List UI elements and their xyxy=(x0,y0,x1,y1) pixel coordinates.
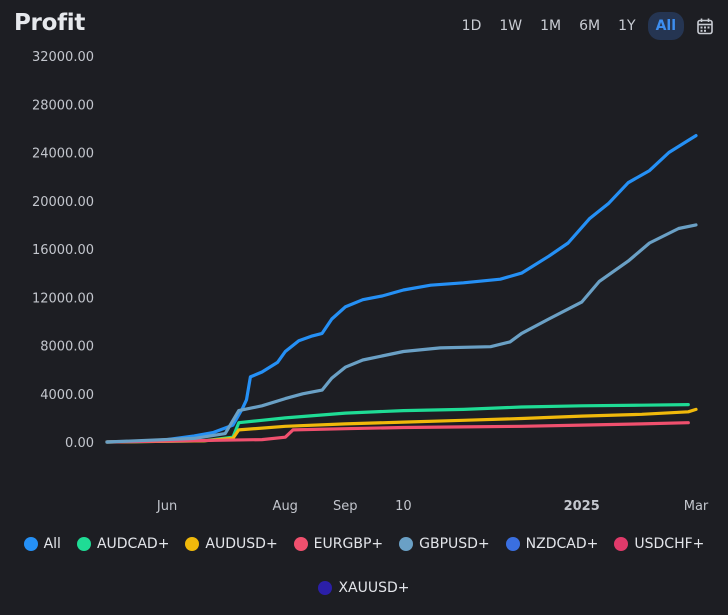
chart-legend: All AUDCAD+ AUDUSD+ EURGBP+ GBPUSD+ NZDCAD+ US… xyxy=(0,536,728,596)
y-tick-label: 16000.00 xyxy=(32,243,94,258)
legend-item-audusd[interactable]: AUDUSD+ xyxy=(185,536,278,552)
legend-item-xauusd[interactable]: XAUUSD+ xyxy=(318,580,410,596)
legend-label: USDCHF+ xyxy=(634,536,705,552)
page-title: Profit xyxy=(14,10,86,36)
x-tick-label: Jun xyxy=(156,499,177,514)
profit-line-chart: 32000.00 28000.00 24000.00 20000.00 16000.00… xyxy=(32,50,709,514)
legend-dot-icon xyxy=(185,537,200,551)
y-tick-label: 32000.00 xyxy=(32,50,94,65)
legend-label: AUDUSD+ xyxy=(205,536,278,552)
series-line-eurgbp xyxy=(105,421,690,444)
legend-dot-icon xyxy=(505,537,520,551)
range-1w-button[interactable]: 1W xyxy=(499,18,523,34)
legend-label: GBPUSD+ xyxy=(419,536,490,552)
range-1y-button[interactable]: 1Y xyxy=(618,18,636,34)
legend-label: All xyxy=(43,536,61,552)
legend-label: NZDCAD+ xyxy=(525,536,599,552)
legend-item-eurgbp[interactable]: EURGBP+ xyxy=(293,536,384,552)
range-1m-button[interactable]: 1M xyxy=(540,18,562,34)
y-tick-label: 12000.00 xyxy=(32,291,94,306)
legend-item-gbpusd[interactable]: GBPUSD+ xyxy=(399,536,490,552)
y-tick-label: 0.00 xyxy=(65,436,94,451)
y-tick-label: 20000.00 xyxy=(32,195,94,210)
legend-item-all[interactable]: All xyxy=(23,536,61,552)
legend-dot-icon xyxy=(23,537,38,551)
y-tick-label: 24000.00 xyxy=(32,147,94,162)
legend-dot-icon xyxy=(399,537,414,551)
x-tick-label: 10 xyxy=(395,499,412,514)
range-6m-button[interactable]: 6M xyxy=(579,18,601,34)
x-tick-label: Sep xyxy=(333,499,358,514)
series-line-all xyxy=(105,134,698,444)
x-tick-label: 2025 xyxy=(564,499,600,514)
x-tick-label: Aug xyxy=(273,499,298,514)
legend-item-usdchf[interactable]: USDCHF+ xyxy=(614,536,704,552)
legend-label: AUDCAD+ xyxy=(96,536,170,552)
calendar-icon[interactable] xyxy=(696,17,714,35)
y-tick-label: 4000.00 xyxy=(40,388,94,403)
legend-dot-icon xyxy=(318,581,333,595)
legend-item-nzdcad[interactable]: NZDCAD+ xyxy=(505,536,599,552)
series-line-gbpusd xyxy=(105,223,698,444)
legend-dot-icon xyxy=(293,537,308,551)
range-1d-button[interactable]: 1D xyxy=(461,18,482,34)
legend-item-audcad[interactable]: AUDCAD+ xyxy=(76,536,170,552)
legend-label: XAUUSD+ xyxy=(338,580,410,596)
y-tick-label: 8000.00 xyxy=(40,340,94,355)
time-range-selector: 1D 1W 1M 6M 1Y All xyxy=(456,12,714,40)
y-tick-label: 28000.00 xyxy=(32,98,94,113)
x-tick-label: Mar xyxy=(684,499,709,514)
series-line-audusd xyxy=(105,407,698,444)
legend-label: EURGBP+ xyxy=(313,536,384,552)
legend-dot-icon xyxy=(614,537,629,551)
range-all-button[interactable]: All xyxy=(647,12,684,40)
legend-dot-icon xyxy=(76,537,91,551)
